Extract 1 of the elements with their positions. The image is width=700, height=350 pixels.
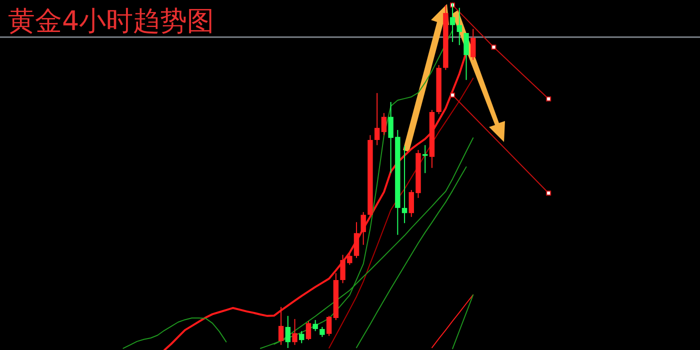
chart-title: 黄金4小时趋势图 xyxy=(8,6,214,37)
